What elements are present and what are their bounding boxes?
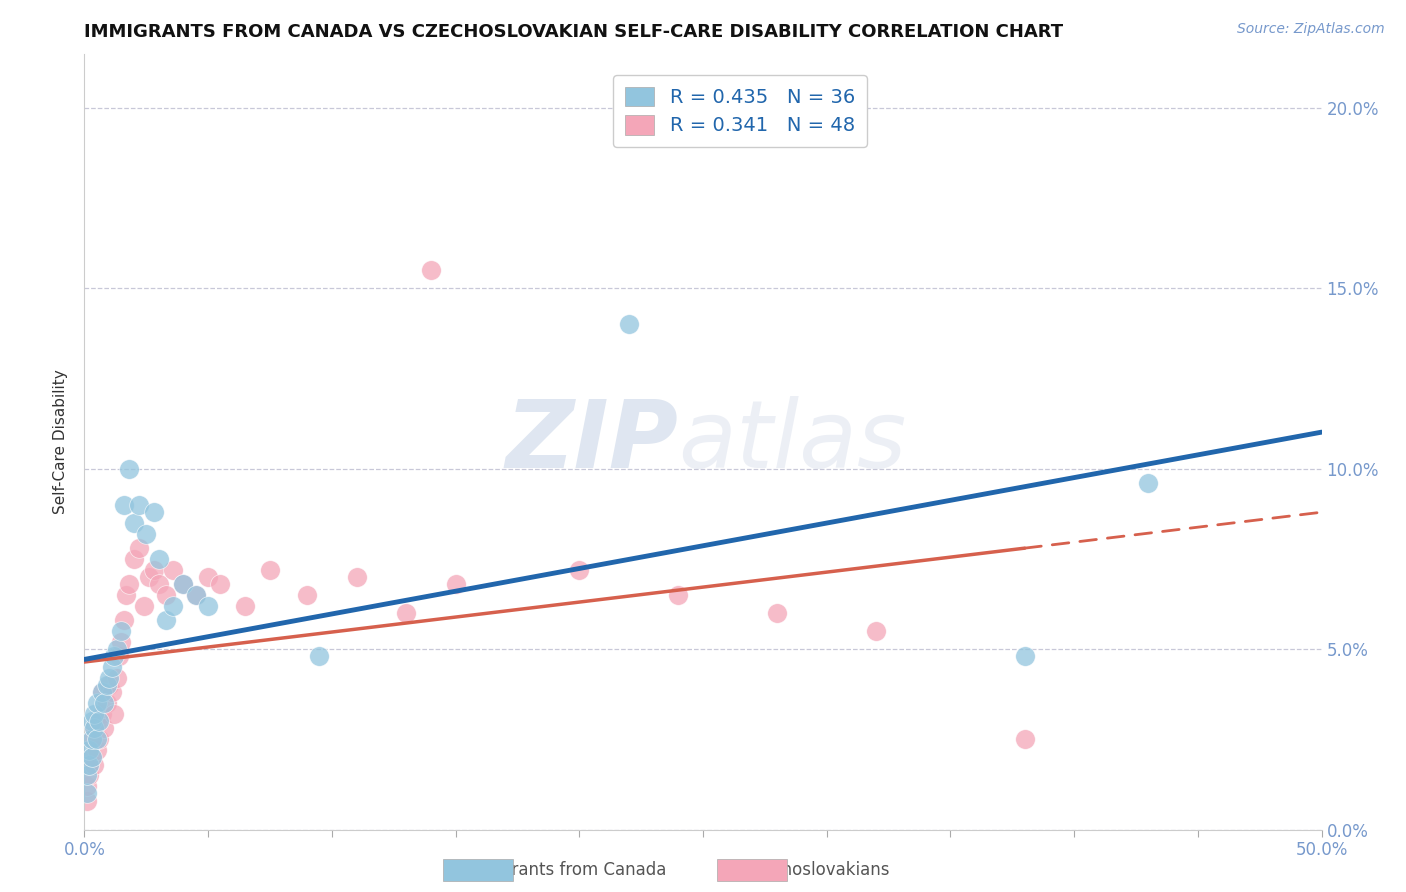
- Point: [79, 768, 101, 782]
- Text: IMMIGRANTS FROM CANADA VS CZECHOSLOVAKIAN SELF-CARE DISABILITY CORRELATION CHART: IMMIGRANTS FROM CANADA VS CZECHOSLOVAKIA…: [84, 23, 1063, 41]
- Point: [96, 678, 118, 692]
- Point: [112, 498, 135, 512]
- Point: [184, 588, 207, 602]
- Point: [105, 642, 128, 657]
- Point: [96, 696, 118, 710]
- Point: [93, 696, 115, 710]
- Point: [110, 635, 132, 649]
- Point: [103, 707, 125, 722]
- Point: [346, 570, 368, 584]
- Point: [90, 707, 112, 722]
- Point: [118, 461, 141, 475]
- Point: [308, 649, 330, 664]
- Point: [172, 577, 194, 591]
- Point: [155, 613, 177, 627]
- Point: [100, 685, 122, 699]
- Point: [197, 570, 219, 584]
- Point: [128, 541, 150, 555]
- Text: Czechoslovakians: Czechoslovakians: [742, 861, 889, 879]
- Point: [118, 577, 141, 591]
- Point: [79, 757, 101, 772]
- Point: [103, 649, 125, 664]
- Point: [98, 678, 121, 692]
- Point: [155, 588, 177, 602]
- Text: ZIP: ZIP: [505, 395, 678, 488]
- Point: [395, 606, 418, 620]
- Point: [865, 624, 887, 638]
- Point: [80, 750, 103, 764]
- Point: [112, 613, 135, 627]
- Point: [122, 552, 145, 566]
- Point: [83, 707, 105, 722]
- Point: [135, 526, 157, 541]
- Point: [162, 599, 184, 613]
- Point: [83, 722, 105, 736]
- Point: [1137, 476, 1160, 491]
- Point: [138, 570, 160, 584]
- Point: [86, 714, 108, 729]
- Point: [83, 757, 105, 772]
- Point: [444, 577, 467, 591]
- Point: [100, 660, 122, 674]
- Point: [90, 685, 112, 699]
- Point: [89, 714, 111, 729]
- Point: [419, 263, 441, 277]
- Point: [209, 577, 232, 591]
- Point: [98, 671, 121, 685]
- Point: [122, 516, 145, 530]
- Text: Immigrants from Canada: Immigrants from Canada: [458, 861, 666, 879]
- Text: Source: ZipAtlas.com: Source: ZipAtlas.com: [1237, 22, 1385, 37]
- Point: [80, 750, 103, 764]
- Point: [76, 787, 98, 801]
- Point: [76, 794, 98, 808]
- Text: atlas: atlas: [678, 396, 907, 487]
- Point: [162, 563, 184, 577]
- Point: [1014, 732, 1036, 747]
- Point: [80, 732, 103, 747]
- Point: [568, 563, 591, 577]
- Point: [766, 606, 789, 620]
- Legend: R = 0.435   N = 36, R = 0.341   N = 48: R = 0.435 N = 36, R = 0.341 N = 48: [613, 75, 866, 147]
- Point: [76, 768, 98, 782]
- Point: [83, 722, 105, 736]
- Point: [105, 671, 128, 685]
- Point: [184, 588, 207, 602]
- Point: [148, 552, 170, 566]
- Point: [142, 505, 165, 519]
- Point: [76, 779, 98, 793]
- Point: [86, 743, 108, 757]
- Point: [617, 317, 640, 331]
- Point: [1014, 649, 1036, 664]
- Point: [90, 685, 112, 699]
- Point: [80, 732, 103, 747]
- Point: [79, 743, 101, 757]
- Point: [197, 599, 219, 613]
- Point: [128, 498, 150, 512]
- Point: [233, 599, 256, 613]
- Point: [108, 649, 131, 664]
- Point: [110, 624, 132, 638]
- Point: [132, 599, 155, 613]
- Point: [86, 732, 108, 747]
- Point: [93, 722, 115, 736]
- Point: [115, 588, 138, 602]
- Point: [142, 563, 165, 577]
- Point: [172, 577, 194, 591]
- Point: [89, 732, 111, 747]
- Point: [79, 757, 101, 772]
- Y-axis label: Self-Care Disability: Self-Care Disability: [53, 369, 69, 514]
- Point: [148, 577, 170, 591]
- Point: [666, 588, 689, 602]
- Point: [259, 563, 281, 577]
- Point: [86, 696, 108, 710]
- Point: [295, 588, 318, 602]
- Point: [80, 714, 103, 729]
